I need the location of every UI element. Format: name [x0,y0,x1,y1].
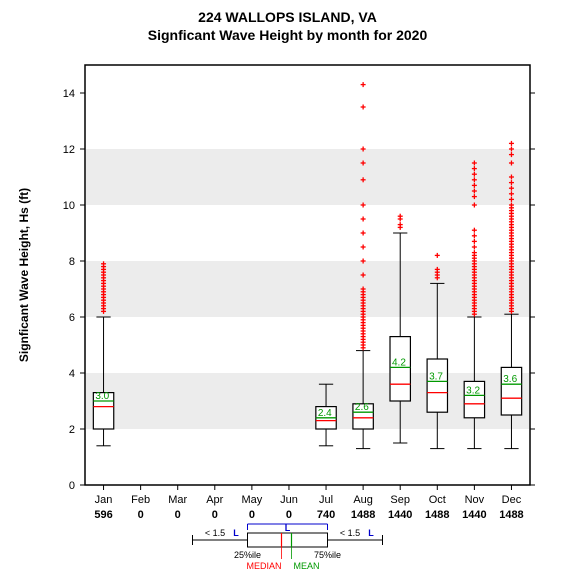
month-label: May [241,494,262,506]
month-count: 596 [94,509,112,521]
grid-band [86,373,529,429]
month-count: 0 [286,509,292,521]
month-label: Dec [502,494,522,506]
y-tick-label: 10 [63,200,75,212]
month-count: 1488 [351,509,375,521]
grid-band [86,261,529,317]
month-label: Jun [280,494,298,506]
y-tick-label: 2 [69,424,75,436]
month-count: 1440 [462,509,486,521]
y-axis-label: Signficant Wave Height, Hs (ft) [17,188,31,362]
boxplot-chart: 224 WALLOPS ISLAND, VA Signficant Wave He… [0,0,575,580]
legend-iqr-left: < 1.5 [205,528,225,538]
month-count: 0 [175,509,181,521]
month-label: Aug [353,494,373,506]
chart-title-1: 224 WALLOPS ISLAND, VA [198,9,377,25]
month-label: Mar [168,494,187,506]
month-count: 1440 [388,509,412,521]
month-label: Apr [206,494,223,506]
legend-box [248,533,328,547]
chart-title-2: Signficant Wave Height by month for 2020 [148,27,428,43]
mean-value-label: 3.6 [503,374,517,385]
month-count: 0 [212,509,218,521]
y-tick-label: 0 [69,480,75,492]
mean-value-label: 2.6 [355,402,369,413]
legend-iqr-right: < 1.5 [340,528,360,538]
month-label: Sep [390,494,410,506]
mean-value-label: 3.7 [429,371,443,382]
month-label: Oct [429,494,446,506]
month-count: 1488 [499,509,523,521]
svg-text:L: L [233,528,239,538]
legend-p75: 75%ile [314,550,341,560]
grid-band [86,149,529,205]
month-label: Jan [95,494,113,506]
y-tick-label: 8 [69,256,75,268]
mean-value-label: 3.2 [466,385,480,396]
month-label: Jul [319,494,333,506]
mean-value-label: 3.0 [95,391,109,402]
box [427,359,447,412]
mean-value-label: 2.4 [318,408,332,419]
y-tick-label: 4 [69,368,75,380]
month-count: 0 [249,509,255,521]
box [390,337,410,401]
svg-text:L: L [368,528,374,538]
mean-value-label: 4.2 [392,357,406,368]
month-label: Feb [131,494,150,506]
legend-mean-label: MEAN [294,561,320,571]
y-tick-label: 14 [63,88,75,100]
y-tick-label: 6 [69,312,75,324]
month-label: Nov [465,494,485,506]
month-count: 0 [138,509,144,521]
y-tick-label: 12 [63,144,75,156]
month-count: 1488 [425,509,449,521]
month-count: 740 [317,509,335,521]
legend-p25: 25%ile [234,550,261,560]
legend-median-label: MEDIAN [246,561,281,571]
